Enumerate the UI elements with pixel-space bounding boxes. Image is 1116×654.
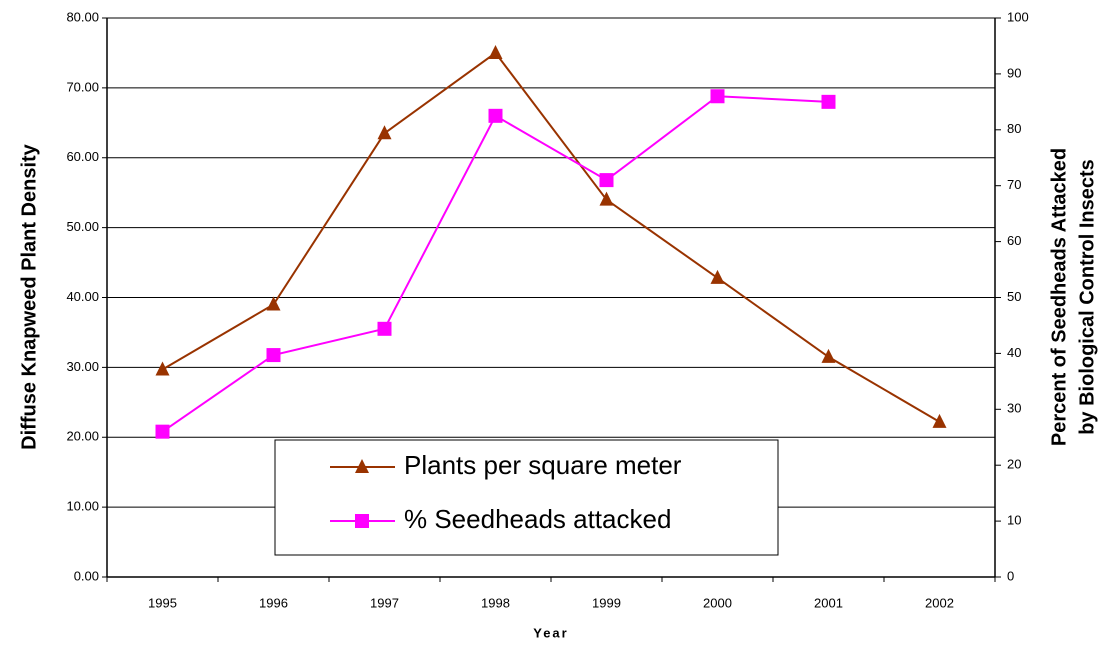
y-tick-label: 80.00: [66, 9, 99, 24]
x-tick-label: 1999: [592, 595, 621, 610]
data-point: [155, 424, 170, 439]
y-tick-label: 60.00: [66, 149, 99, 164]
data-point: [821, 348, 836, 363]
data-point: [488, 44, 503, 59]
data-point: [377, 125, 392, 140]
data-point: [599, 173, 614, 188]
y2-tick-label: 40: [1007, 345, 1021, 360]
x-tick-label: 1996: [259, 595, 288, 610]
y-tick-label: 0.00: [74, 568, 99, 583]
y2-axis-label: by Biological Control Insects: [1076, 159, 1098, 435]
y-tick-label: 20.00: [66, 429, 99, 444]
y2-axis-label: Percent of Seedheads Attacked: [1048, 148, 1070, 446]
y2-tick-label: 80: [1007, 121, 1021, 136]
x-tick-label: 2000: [703, 595, 732, 610]
legend-box: [274, 439, 779, 556]
y-tick-label: 50.00: [66, 219, 99, 234]
y2-tick-label: 60: [1007, 233, 1021, 248]
y2-tick-label: 100: [1007, 9, 1029, 24]
y2-tick-label: 10: [1007, 513, 1021, 528]
y2-tick-label: 90: [1007, 65, 1021, 80]
y-tick-label: 40.00: [66, 289, 99, 304]
y2-tick-label: 70: [1007, 177, 1021, 192]
series-line: [161, 95, 829, 433]
y2-tick-label: 30: [1007, 401, 1021, 416]
data-point: [821, 94, 836, 109]
data-point: [599, 191, 614, 206]
y-axis-label: Diffuse Knapweed Plant Density: [18, 143, 40, 449]
data-point: [932, 413, 947, 428]
x-tick-label: 2001: [814, 595, 843, 610]
legend-marker: [355, 459, 369, 473]
legend-marker: [355, 514, 369, 528]
legend-label: % Seedheads attacked: [404, 504, 671, 534]
y-tick-label: 10.00: [66, 499, 99, 514]
series-line: [161, 51, 941, 423]
y-tick-label: 70.00: [66, 79, 99, 94]
x-tick-label: 1997: [370, 595, 399, 610]
data-point: [266, 348, 281, 363]
y2-tick-label: 0: [1007, 568, 1014, 583]
y2-tick-label: 20: [1007, 457, 1021, 472]
data-point: [266, 296, 281, 311]
x-tick-label: 1995: [148, 595, 177, 610]
data-point: [155, 361, 170, 376]
x-tick-label: 1998: [481, 595, 510, 610]
legend-label: Plants per square meter: [404, 450, 682, 480]
data-point: [710, 269, 725, 284]
x-axis-label: Year: [533, 625, 568, 640]
data-point: [488, 108, 503, 123]
data-point: [377, 321, 392, 336]
data-point: [710, 89, 725, 104]
x-tick-label: 2002: [925, 595, 954, 610]
y2-tick-label: 50: [1007, 289, 1021, 304]
y-tick-label: 30.00: [66, 359, 99, 374]
